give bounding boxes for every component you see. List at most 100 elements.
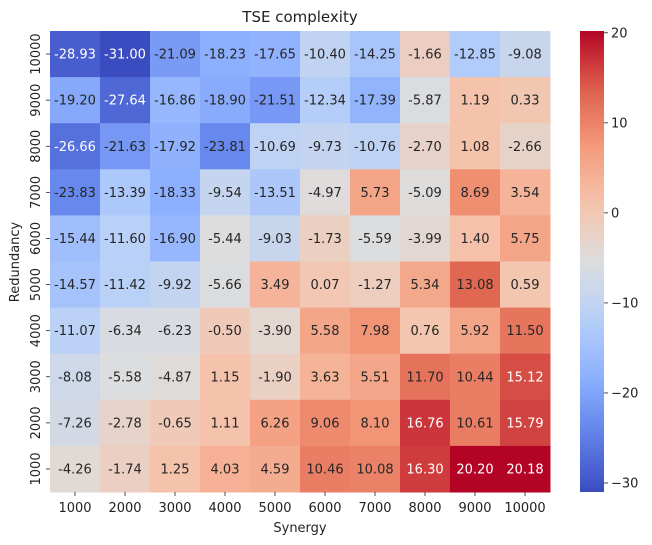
- cell-value-label: -21.51: [254, 94, 296, 109]
- heatmap-cell: [50, 399, 101, 447]
- cell-value-label: 13.08: [456, 278, 493, 293]
- heatmap-cell: [350, 31, 401, 78]
- heatmap-cell: [400, 31, 451, 78]
- cell-value-label: 3.63: [311, 370, 340, 385]
- heatmap-cell: [500, 261, 551, 309]
- cell-value-label: 4.59: [261, 462, 290, 477]
- heatmap-cell: [450, 399, 501, 447]
- heatmap-cell: [250, 353, 301, 401]
- heatmap-cell: [300, 215, 351, 262]
- y-axis-ticks: 10000 9000 8000 7000 6000 5000 4000 3000 2000 100…: [29, 33, 50, 485]
- cell-value-label: -4.26: [58, 462, 92, 477]
- cell-value-label: -1.73: [308, 232, 342, 247]
- heatmap-cell: [300, 307, 351, 355]
- heatmap-cell: [100, 445, 151, 493]
- cell-value-label: -6.34: [108, 324, 142, 339]
- heatmap-cell: [150, 399, 201, 447]
- heatmap-cell: [250, 123, 301, 170]
- cell-value-label: 11.50: [506, 324, 543, 339]
- heatmap-cell: [350, 261, 401, 309]
- y-tick-label: 5000: [29, 268, 44, 301]
- cell-value-label: -2.66: [508, 140, 542, 155]
- cell-value-label: -17.65: [254, 48, 296, 63]
- cell-value-label: -4.97: [308, 186, 342, 201]
- heatmap-cell: [150, 215, 201, 262]
- cell-value-label: -6.23: [158, 324, 192, 339]
- y-tick-label: 7000: [29, 176, 44, 209]
- heatmap-cell: [500, 307, 551, 355]
- cell-value-label: 15.79: [506, 416, 543, 431]
- cell-value-label: -16.86: [154, 94, 196, 109]
- cell-value-label: 1.11: [211, 416, 240, 431]
- cell-value-label: 0.33: [511, 94, 540, 109]
- heatmap-cell: [400, 353, 451, 401]
- cell-value-label: 11.70: [406, 370, 443, 385]
- cell-value-label: -1.66: [408, 48, 442, 63]
- cell-value-label: -18.90: [204, 94, 246, 109]
- cell-value-label: 10.61: [456, 416, 493, 431]
- cell-value-label: 3.49: [261, 278, 290, 293]
- heatmap-cell: [50, 353, 101, 401]
- heatmap-cell: [350, 123, 401, 170]
- heatmap-cell: [300, 77, 351, 124]
- cell-value-label: 7.98: [361, 324, 390, 339]
- heatmap-cell: [300, 399, 351, 447]
- cell-value-label: -14.57: [54, 278, 96, 293]
- heatmap-cell: [50, 169, 101, 216]
- heatmap-cell: [350, 445, 401, 493]
- cell-value-label: 1.19: [461, 94, 490, 109]
- heatmap-cell: [400, 77, 451, 124]
- cell-value-label: -16.90: [154, 232, 196, 247]
- heatmap-cell: [350, 353, 401, 401]
- heatmap-cell: [450, 31, 501, 78]
- x-tick-label: 6000: [308, 501, 341, 516]
- heatmap-cell: [100, 261, 151, 309]
- heatmap-cell: [450, 77, 501, 124]
- heatmap-cell: [400, 399, 451, 447]
- cell-value-label: -3.99: [408, 232, 442, 247]
- colorbar-ticks: 20 10 0 −10 −20 −30: [604, 26, 638, 491]
- cell-value-label: -0.50: [208, 324, 242, 339]
- cell-value-label: -2.78: [108, 416, 142, 431]
- heatmap-cell: [400, 445, 451, 493]
- cell-value-label: -17.39: [354, 94, 396, 109]
- cell-value-label: 8.69: [461, 186, 490, 201]
- cell-value-label: 16.76: [406, 416, 443, 431]
- heatmap-cell: [300, 353, 351, 401]
- heatmap-cell: [350, 169, 401, 216]
- heatmap-cell: [100, 169, 151, 216]
- heatmap-cell: [500, 399, 551, 447]
- cell-value-label: -31.00: [104, 48, 146, 63]
- cell-value-label: -1.74: [108, 462, 142, 477]
- heatmap-cell: [400, 307, 451, 355]
- cell-value-label: -21.63: [104, 140, 146, 155]
- heatmap-cells: [50, 31, 551, 493]
- heatmap-cell: [250, 261, 301, 309]
- heatmap-cell: [50, 307, 101, 355]
- cell-value-label: -1.90: [258, 370, 292, 385]
- cell-value-label: -13.51: [254, 186, 296, 201]
- heatmap-cell: [250, 77, 301, 124]
- x-tick-label: 9000: [458, 501, 491, 516]
- heatmap-cell: [200, 399, 251, 447]
- y-tick-label: 6000: [29, 222, 44, 255]
- heatmap-cell: [350, 77, 401, 124]
- cell-value-label: 0.07: [311, 278, 340, 293]
- cell-value-label: -5.58: [108, 370, 142, 385]
- colorbar-gradient: [580, 31, 604, 492]
- cell-value-label: 9.06: [311, 416, 340, 431]
- heatmap-cell: [200, 307, 251, 355]
- cell-value-label: -3.90: [258, 324, 292, 339]
- cell-value-label: -4.87: [158, 370, 192, 385]
- heatmap-cell: [100, 307, 151, 355]
- cell-value-label: -5.44: [208, 232, 242, 247]
- cell-value-label: -13.39: [104, 186, 146, 201]
- cell-value-label: -5.66: [208, 278, 242, 293]
- y-tick-label: 1000: [29, 452, 44, 485]
- y-tick-label: 10000: [29, 33, 44, 74]
- cell-value-label: -9.08: [508, 48, 542, 63]
- heatmap-cell: [100, 31, 151, 78]
- heatmap-cell: [350, 399, 401, 447]
- cell-value-label: 1.40: [461, 232, 490, 247]
- heatmap-cell: [100, 123, 151, 170]
